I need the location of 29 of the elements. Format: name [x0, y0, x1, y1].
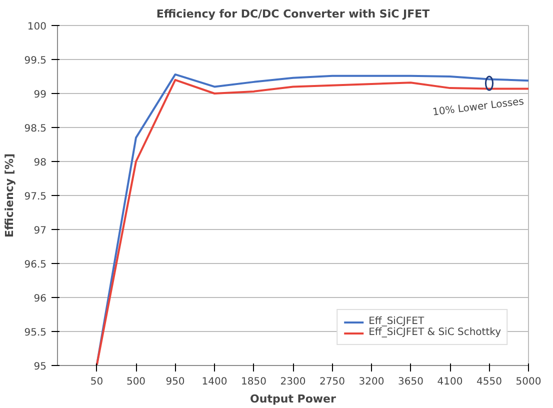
y-tick-label: 99.5 — [24, 56, 46, 66]
y-tick-label: 98.5 — [24, 124, 46, 134]
legend-label: Eff_SiCJFET & SiC Schottky — [368, 327, 501, 338]
y-tick-label: 97.5 — [24, 192, 46, 202]
y-axis-title: Efficiency [%] — [3, 154, 16, 238]
y-tick-label: 97 — [34, 226, 47, 236]
x-tick-label: 1850 — [241, 376, 266, 388]
y-tick-label: 95.5 — [24, 328, 46, 338]
x-tick-label: 2300 — [280, 376, 306, 388]
x-tick-label: 500 — [126, 376, 146, 388]
y-tick-label: 98 — [34, 158, 47, 168]
x-axis-title: Output Power — [250, 392, 337, 406]
annotation: 10% Lower Losses — [432, 96, 525, 118]
x-tick-label: 3200 — [358, 376, 384, 388]
legend-label: Eff_SiCJFET — [368, 316, 424, 327]
y-tick-label: 96 — [34, 294, 47, 304]
x-tick-label: 2750 — [320, 376, 345, 388]
x-tick-label: 950 — [166, 376, 185, 388]
x-tick-label: 1400 — [202, 376, 228, 388]
y-tick-label: 96.5 — [24, 260, 46, 270]
x-tick-label: 3650 — [398, 376, 424, 388]
y-tick-label: 100 — [27, 22, 47, 32]
x-tick-label: 5000 — [516, 376, 542, 388]
x-tick-label: 4100 — [437, 376, 463, 388]
y-tick-label: 95 — [34, 362, 47, 372]
y-tick-label: 99 — [34, 90, 47, 100]
chart-title: Efficiency for DC/DC Converter with SiC JFET — [156, 8, 430, 20]
x-tick-label: 4550 — [476, 376, 502, 388]
x-tick-label: 50 — [90, 376, 104, 388]
